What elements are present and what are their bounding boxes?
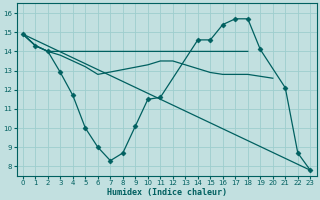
X-axis label: Humidex (Indice chaleur): Humidex (Indice chaleur): [107, 188, 227, 197]
